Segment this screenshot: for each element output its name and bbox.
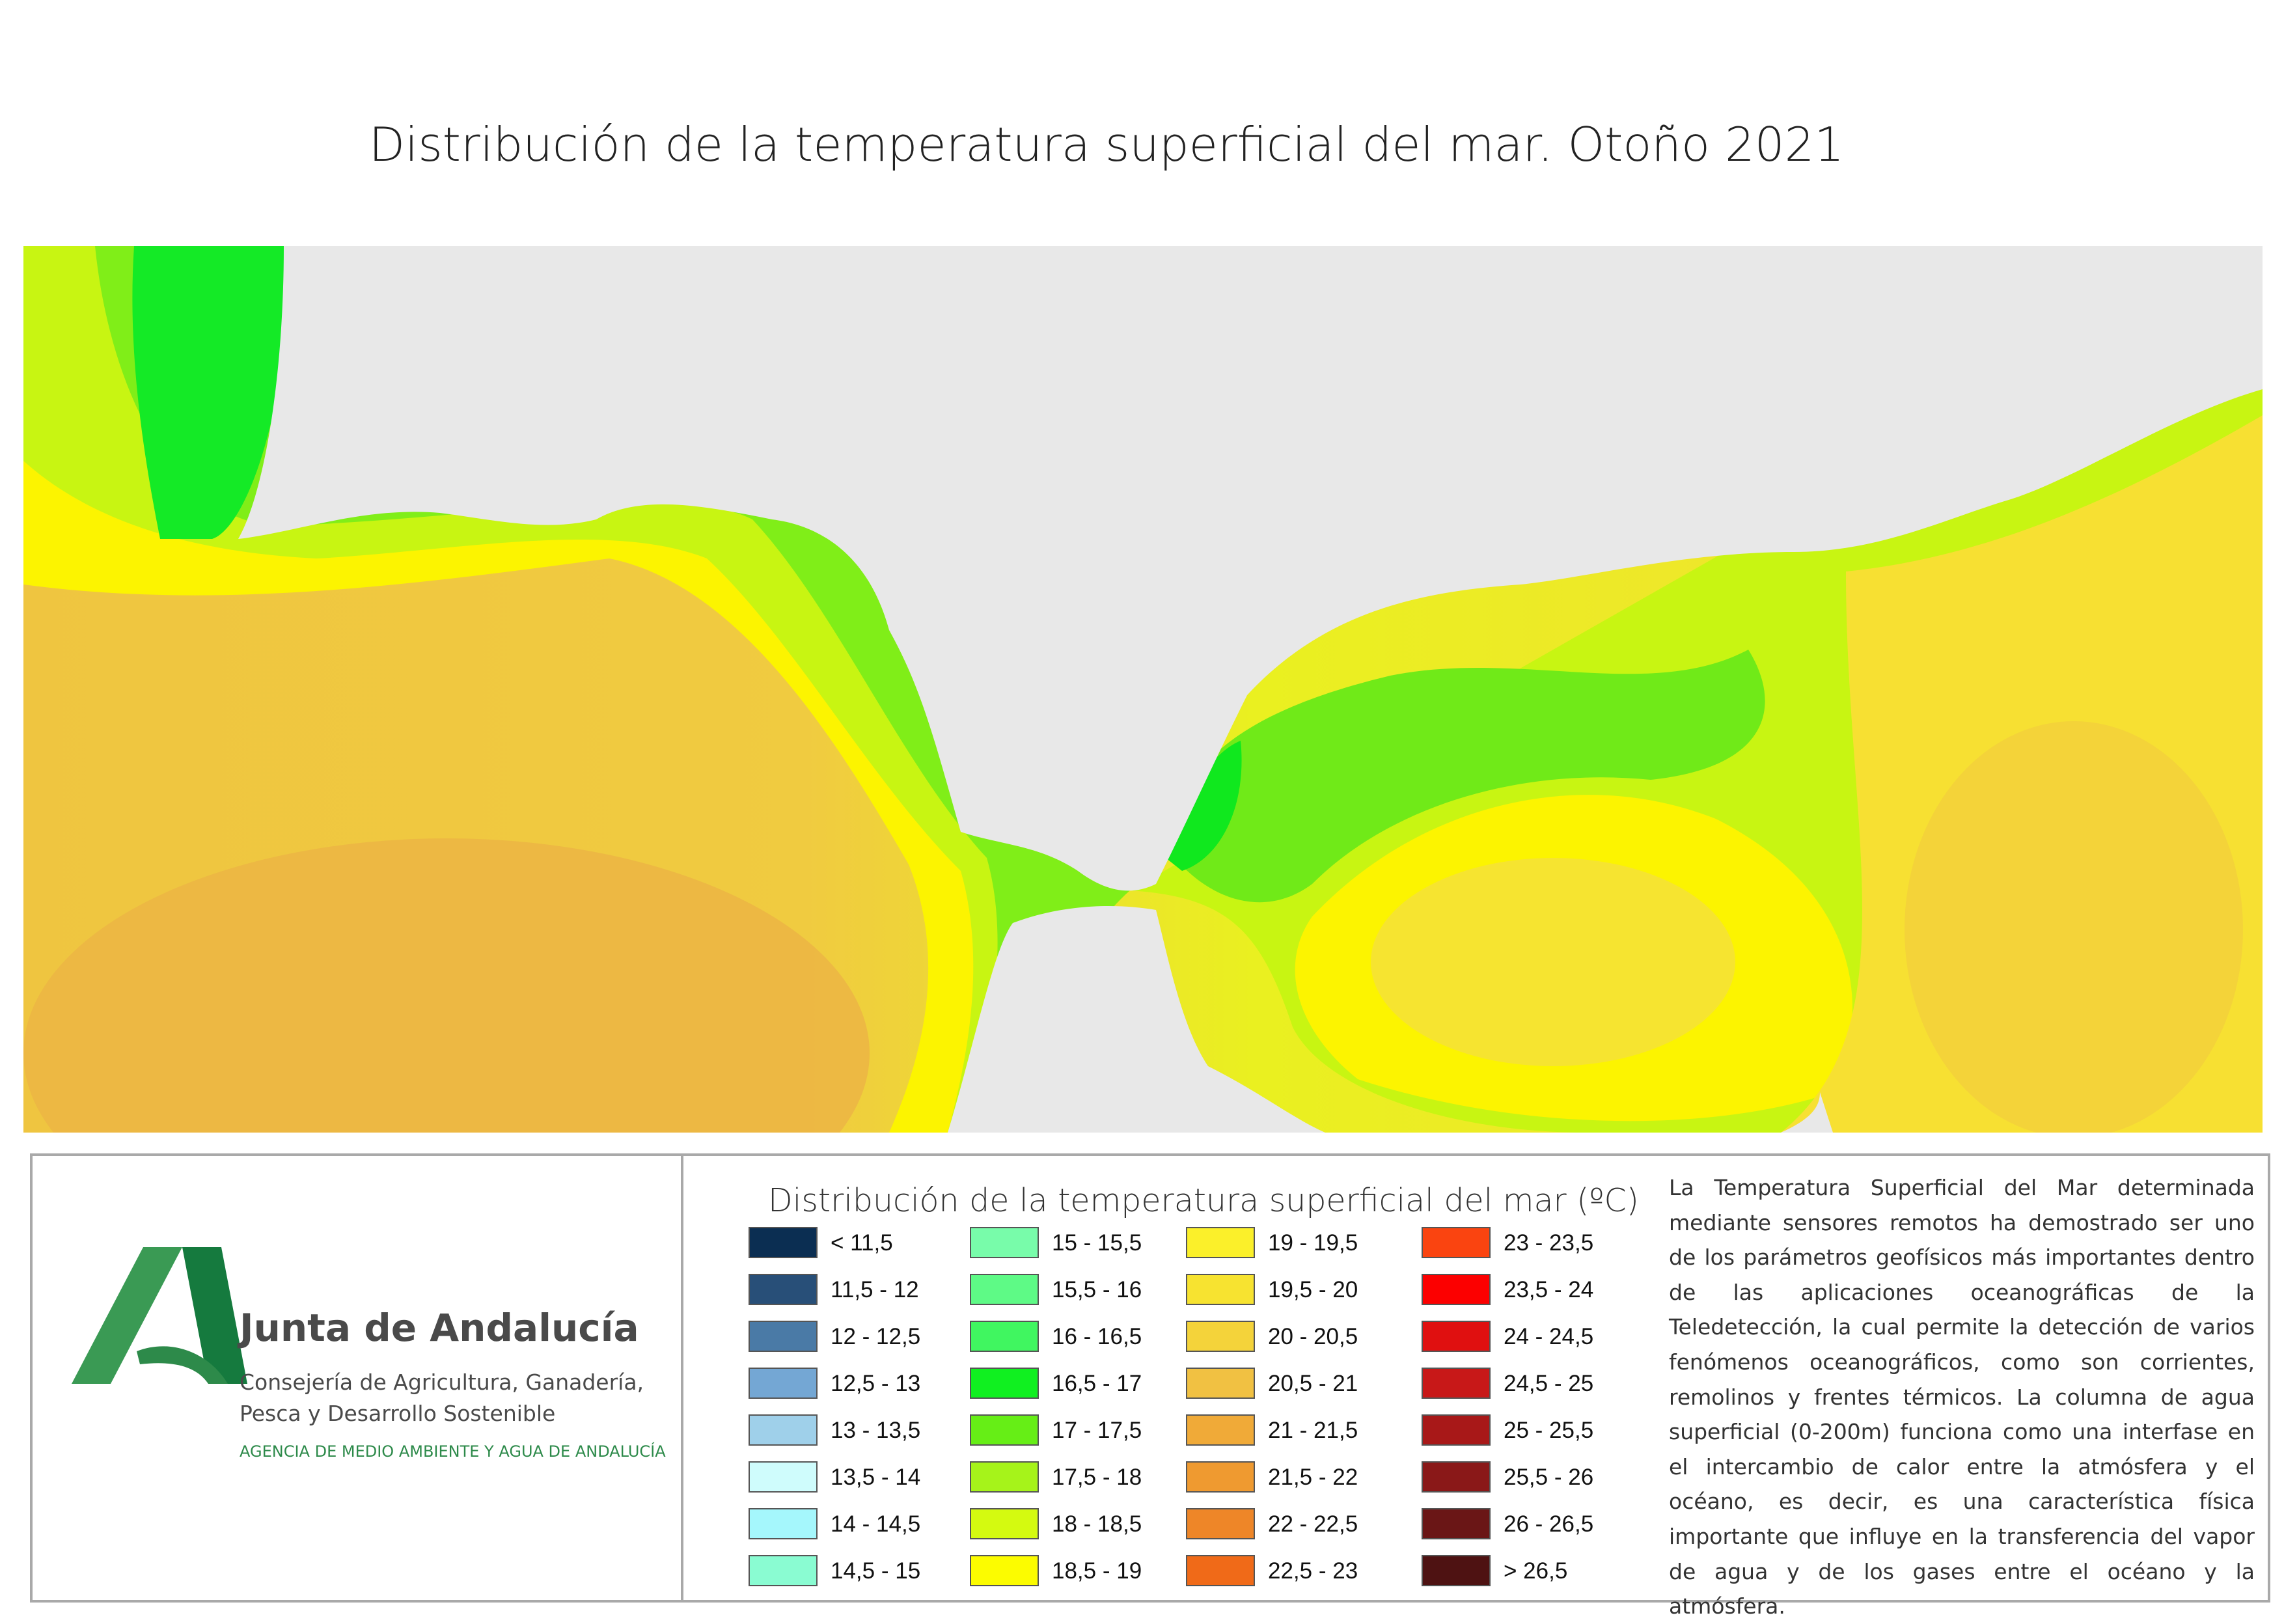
legend-swatch bbox=[1422, 1555, 1491, 1586]
legend-swatch bbox=[1186, 1555, 1255, 1586]
legend-label: 24,5 - 25 bbox=[1504, 1371, 1594, 1396]
legend-swatch bbox=[1186, 1368, 1255, 1399]
legend-swatch bbox=[1186, 1227, 1255, 1258]
legend-label: < 11,5 bbox=[831, 1230, 893, 1256]
legend-label: 18,5 - 19 bbox=[1052, 1558, 1142, 1584]
legend-swatch bbox=[749, 1414, 818, 1446]
legend-swatch bbox=[970, 1508, 1039, 1539]
legend-swatch bbox=[1422, 1274, 1491, 1305]
legend-label: 23 - 23,5 bbox=[1504, 1230, 1594, 1256]
description-text: La Temperatura Superficial del Mar deter… bbox=[1669, 1175, 2255, 1619]
legend-swatch bbox=[970, 1414, 1039, 1446]
legend-label: 21,5 - 22 bbox=[1268, 1465, 1358, 1490]
legend-swatch bbox=[1422, 1461, 1491, 1493]
legend-swatch bbox=[1186, 1508, 1255, 1539]
legend-swatch bbox=[970, 1321, 1039, 1352]
legend-label: 25,5 - 26 bbox=[1504, 1465, 1594, 1490]
legend-swatch bbox=[1186, 1321, 1255, 1352]
legend-swatch bbox=[1186, 1461, 1255, 1493]
land-iberia bbox=[238, 246, 2263, 891]
legend-swatch bbox=[749, 1555, 818, 1586]
legend-label: 24 - 24,5 bbox=[1504, 1324, 1594, 1349]
org-department-line-2: Pesca y Desarrollo Sostenible bbox=[240, 1401, 556, 1426]
legend-swatch bbox=[1422, 1414, 1491, 1446]
band-green-east bbox=[1156, 650, 1765, 903]
warm-zone-east bbox=[1905, 721, 2243, 1133]
legend-panel: Distribución de la temperatura superfici… bbox=[681, 1153, 1661, 1603]
legend-swatch bbox=[749, 1321, 818, 1352]
legend-label: 13,5 - 14 bbox=[831, 1465, 921, 1490]
legend-label: 16,5 - 17 bbox=[1052, 1371, 1142, 1396]
legend-swatch bbox=[970, 1461, 1039, 1493]
legend-label: 13 - 13,5 bbox=[831, 1418, 921, 1443]
legend-label: 14,5 - 15 bbox=[831, 1558, 921, 1584]
warm-zone-alboran bbox=[1371, 858, 1735, 1066]
legend-swatch bbox=[1186, 1414, 1255, 1446]
legend-swatch bbox=[1422, 1321, 1491, 1352]
land-africa bbox=[948, 906, 1325, 1133]
legend-label: 11,5 - 12 bbox=[831, 1277, 919, 1302]
land-africa-east bbox=[1781, 1092, 1833, 1133]
org-agency: AGENCIA DE MEDIO AMBIENTE Y AGUA DE ANDA… bbox=[240, 1442, 666, 1461]
legend-swatch bbox=[970, 1368, 1039, 1399]
legend-swatch bbox=[1422, 1227, 1491, 1258]
legend-swatch bbox=[970, 1274, 1039, 1305]
band-brightgreen-gulf bbox=[132, 246, 286, 539]
legend-label: 25 - 25,5 bbox=[1504, 1418, 1594, 1443]
legend-swatch bbox=[970, 1555, 1039, 1586]
legend-label: 20 - 20,5 bbox=[1268, 1324, 1358, 1349]
legend-label: 15 - 15,5 bbox=[1052, 1230, 1142, 1256]
map-title: Distribución de la temperatura superfici… bbox=[368, 117, 1845, 172]
legend-label: 20,5 - 21 bbox=[1268, 1371, 1358, 1396]
legend-label: 17 - 17,5 bbox=[1052, 1418, 1142, 1443]
logo-panel: Junta de Andalucía Consejería de Agricul… bbox=[30, 1153, 683, 1603]
sea-surface-temperature-map bbox=[23, 246, 2263, 1133]
description-panel: La Temperatura Superficial del Mar deter… bbox=[1658, 1153, 2270, 1619]
warm-zone-atlantic bbox=[23, 838, 870, 1133]
legend-swatch bbox=[1422, 1508, 1491, 1539]
legend-title: Distribución de la temperatura superfici… bbox=[768, 1182, 1639, 1219]
legend-label: > 26,5 bbox=[1504, 1558, 1568, 1584]
org-department: Consejería de Agricultura, Ganadería, Pe… bbox=[240, 1367, 644, 1429]
legend-label: 26 - 26,5 bbox=[1504, 1511, 1594, 1537]
junta-de-andalucia-logo-icon bbox=[72, 1247, 247, 1384]
legend-label: 21 - 21,5 bbox=[1268, 1418, 1358, 1443]
org-department-line-1: Consejería de Agricultura, Ganadería, bbox=[240, 1369, 644, 1395]
legend-swatch bbox=[749, 1274, 818, 1305]
legend-swatch bbox=[1186, 1274, 1255, 1305]
legend-label: 22 - 22,5 bbox=[1268, 1511, 1358, 1537]
legend-label: 19 - 19,5 bbox=[1268, 1230, 1358, 1256]
legend-swatch bbox=[1422, 1368, 1491, 1399]
legend-label: 12 - 12,5 bbox=[831, 1324, 921, 1349]
legend-swatch bbox=[749, 1368, 818, 1399]
legend-label: 16 - 16,5 bbox=[1052, 1324, 1142, 1349]
legend-label: 23,5 - 24 bbox=[1504, 1277, 1594, 1302]
legend-label: 15,5 - 16 bbox=[1052, 1277, 1142, 1302]
legend-label: 12,5 - 13 bbox=[831, 1371, 921, 1396]
legend-swatch bbox=[749, 1461, 818, 1493]
legend-swatch bbox=[749, 1508, 818, 1539]
legend-swatch bbox=[749, 1227, 818, 1258]
legend-label: 19,5 - 20 bbox=[1268, 1277, 1358, 1302]
org-name: Junta de Andalucía bbox=[240, 1306, 639, 1350]
legend-label: 17,5 - 18 bbox=[1052, 1465, 1142, 1490]
legend-label: 22,5 - 23 bbox=[1268, 1558, 1358, 1584]
legend-swatch bbox=[970, 1227, 1039, 1258]
legend-grid: < 11,5 11,5 - 12 12 - 12,5 12,5 - 13 13 - 13… bbox=[749, 1225, 1647, 1600]
legend-label: 14 - 14,5 bbox=[831, 1511, 921, 1537]
legend-label: 18 - 18,5 bbox=[1052, 1511, 1142, 1537]
